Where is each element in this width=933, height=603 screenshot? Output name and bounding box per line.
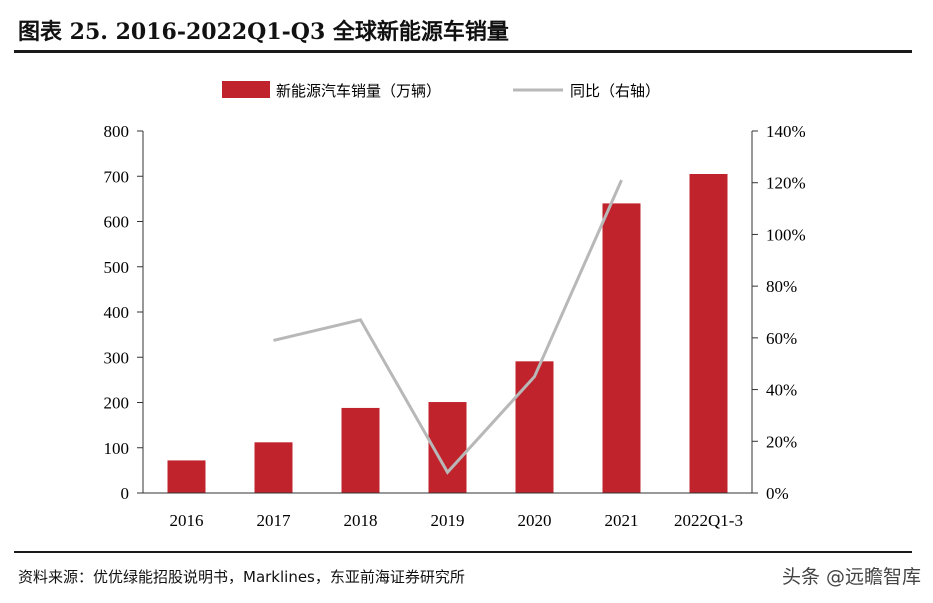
bar <box>254 442 293 493</box>
x-tick-label: 2022Q1-3 <box>674 511 743 530</box>
left-tick-label: 600 <box>104 213 130 232</box>
left-tick-label: 300 <box>104 348 130 367</box>
right-tick-label: 100% <box>766 225 806 244</box>
bar <box>602 203 641 493</box>
watermark: 头条 @远瞻智库 <box>781 566 921 588</box>
left-tick-label: 400 <box>104 303 130 322</box>
right-tick-label: 120% <box>766 174 806 193</box>
left-axis: 0 100 200 300 400 500 600 700 800 <box>104 122 144 503</box>
right-axis: 0% 20% 40% 60% 80% 100% 120% 140% <box>751 122 806 503</box>
legend-bar-label: 新能源汽车销量（万辆） <box>276 82 441 100</box>
left-tick-label: 0 <box>121 484 130 503</box>
right-tick-label: 40% <box>766 381 797 400</box>
source-note: 资料来源：优优绿能招股说明书，Marklines，东亚前海证券研究所 <box>18 568 465 586</box>
legend: 新能源汽车销量（万辆） 同比（右轴） <box>222 81 660 100</box>
bar-series <box>167 173 728 494</box>
x-tick-label: 2018 <box>344 511 378 530</box>
right-tick-label: 0% <box>766 484 789 503</box>
right-tick-label: 80% <box>766 277 797 296</box>
left-tick-label: 700 <box>104 167 130 186</box>
x-tick-label: 2016 <box>170 511 204 530</box>
left-tick-label: 200 <box>104 394 130 413</box>
legend-bar-swatch <box>222 81 270 98</box>
bar <box>167 460 206 493</box>
left-tick-label: 800 <box>104 122 130 141</box>
legend-line-label: 同比（右轴） <box>570 82 660 100</box>
left-tick-label: 100 <box>104 439 130 458</box>
title-rule <box>14 50 912 53</box>
bar <box>515 361 554 493</box>
right-tick-label: 60% <box>766 329 797 348</box>
yoy-line <box>273 179 623 475</box>
source-rule <box>14 551 912 553</box>
bar <box>689 173 728 494</box>
figure-title: 图表 25. 2016-2022Q1-Q3 全球新能源车销量 <box>18 19 509 45</box>
line-series <box>273 179 623 475</box>
right-tick-label: 20% <box>766 432 797 451</box>
right-tick-label: 140% <box>766 122 806 141</box>
left-tick-label: 500 <box>104 258 130 277</box>
x-tick-label: 2017 <box>257 511 292 530</box>
x-tick-label: 2020 <box>518 511 552 530</box>
x-tick-label: 2021 <box>605 511 639 530</box>
bar <box>341 407 380 493</box>
x-axis: 2016 2017 2018 2019 2020 2021 2022Q1-3 <box>143 492 752 530</box>
x-tick-label: 2019 <box>431 511 465 530</box>
